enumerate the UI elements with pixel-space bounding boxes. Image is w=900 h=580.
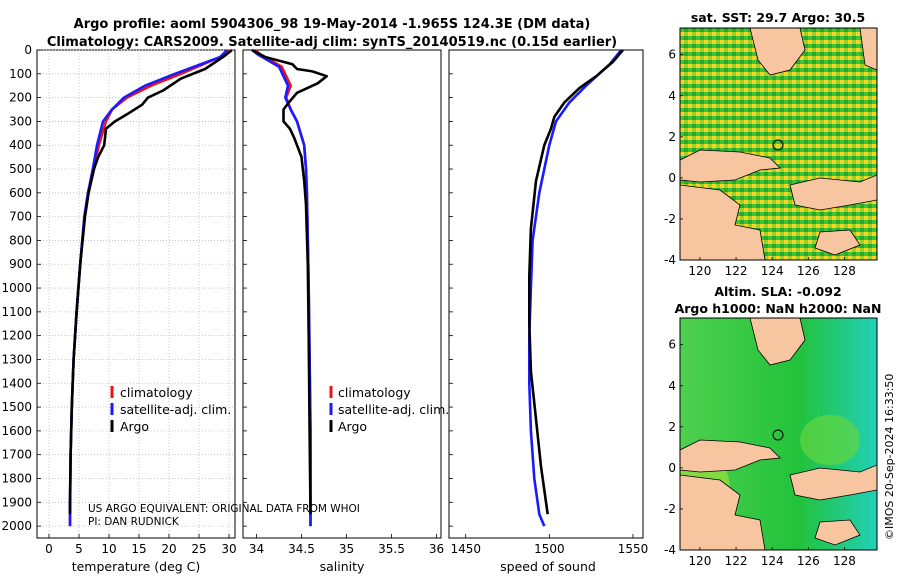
temperature-x-tick-label: 30: [221, 542, 236, 556]
depth-tick-label: 1300: [1, 352, 32, 366]
sst-land: [680, 28, 877, 260]
legend-label-argo: Argo: [120, 419, 149, 434]
title-line-1: Argo profile: aoml 5904306_98 19-May-201…: [74, 17, 591, 32]
temperature-grid: [37, 49, 235, 538]
depth-tick-label: 1000: [1, 281, 32, 295]
title-line-2: Climatology: CARS2009. Satellite-adj cli…: [47, 35, 617, 50]
depth-tick-label: 1100: [1, 305, 32, 319]
map-lon-tick-label: 126: [797, 554, 820, 568]
map-lat-tick-label: -4: [664, 543, 676, 557]
salinity-x-tick-label: 34.5: [288, 542, 315, 556]
sst-map-title: sat. SST: 29.7 Argo: 30.5: [691, 10, 865, 25]
temperature-x-tick-label: 20: [161, 542, 176, 556]
depth-tick-label: 1600: [1, 424, 32, 438]
sla-argo-marker: [772, 429, 784, 441]
legend-label-satellite: satellite-adj. clim.: [120, 402, 231, 417]
profile-lines: [68, 48, 624, 527]
map-lon-tick-label: 122: [725, 264, 748, 278]
salinity-legend: climatology satellite-adj. clim. Argo: [329, 385, 449, 434]
map-lon-tick-label: 122: [725, 554, 748, 568]
map-lat-tick-label: -4: [664, 253, 676, 267]
map-lat-tick-label: -2: [664, 502, 676, 516]
map-lat-tick-label: -2: [664, 212, 676, 226]
depth-tick-label: 2000: [1, 519, 32, 533]
depth-tick-label: 900: [9, 257, 32, 271]
legend-label-argo: Argo: [338, 419, 367, 434]
map-lat-tick-label: 0: [668, 461, 676, 475]
depth-tick-label: 1400: [1, 376, 32, 390]
depth-tick-label: 500: [9, 162, 32, 176]
x-tick-labels: 0 5 10 15 20 25 30 34 34.5 35 35.5 36 1450 1500 1550: [37, 49, 649, 556]
map-lon-tick-label: 126: [797, 264, 820, 278]
temperature-x-tick-label: 10: [101, 542, 116, 556]
sst-argo-marker: [772, 139, 784, 151]
depth-tick-label: 1200: [1, 329, 32, 343]
sla-map: [680, 318, 877, 550]
temperature-x-tick-label: 15: [131, 542, 146, 556]
sound-speed-series-argo: [527, 49, 624, 515]
sound-speed-x-tick-label: 1550: [618, 542, 649, 556]
watermark-text: ©IMOS 20-Sep-2024 16:33:50: [883, 374, 896, 540]
map-lat-tick-label: 6: [668, 338, 676, 352]
map-lat-tick-label: 4: [668, 89, 676, 103]
map-lon-tick-label: 128: [833, 554, 856, 568]
depth-tick-label: 600: [9, 186, 32, 200]
map-lat-tick-label: 0: [668, 171, 676, 185]
depth-tick-label: 200: [9, 91, 32, 105]
map-lon-tick-label: 128: [833, 264, 856, 278]
salinity-x-tick-label: 36: [429, 542, 444, 556]
depth-tick-label: 1500: [1, 400, 32, 414]
sla-map-ticks: 120 122 124 126 128 6 4 2 0 -2 -4: [664, 338, 856, 568]
depth-tick-label: 800: [9, 233, 32, 247]
temperature-x-tick-label: 0: [45, 542, 53, 556]
map-lon-tick-label: 124: [761, 264, 784, 278]
sla-map-title-line-2: Argo h1000: NaN h2000: NaN: [675, 301, 882, 316]
map-lat-tick-label: 2: [668, 130, 676, 144]
sla-land: [680, 318, 877, 550]
depth-tick-label: 100: [9, 67, 32, 81]
map-lat-tick-label: 4: [668, 379, 676, 393]
map-lon-tick-label: 120: [688, 264, 711, 278]
temperature-xlabel: temperature (deg C): [72, 559, 201, 574]
salinity-axes: [242, 49, 442, 539]
legend-label-climatology: climatology: [338, 385, 411, 400]
pi-text-line-2: PI: DAN RUDNICK: [88, 516, 180, 528]
sst-map-ticks: 120 122 124 126 128 6 4 2 0 -2 -4: [664, 48, 856, 278]
salinity-xlabel: salinity: [320, 559, 365, 574]
sound-speed-series-satellite-adj-clim-: [527, 49, 623, 527]
salinity-series-argo: [251, 48, 329, 515]
sla-map-title-line-1: Altim. SLA: -0.092: [714, 284, 841, 299]
salinity-x-tick-label: 35: [339, 542, 354, 556]
sst-map: [680, 28, 877, 260]
sst-map-frame: [679, 27, 878, 261]
depth-tick-label: 1800: [1, 471, 32, 485]
temperature-x-tick-label: 25: [191, 542, 206, 556]
depth-tick-label: 1700: [1, 448, 32, 462]
map-lat-tick-label: 2: [668, 420, 676, 434]
depth-tick-label: 400: [9, 138, 32, 152]
legend-label-satellite: satellite-adj. clim.: [338, 402, 449, 417]
depth-tick-label: 700: [9, 210, 32, 224]
sound-speed-axes: [448, 49, 644, 539]
sound-speed-x-tick-label: 1450: [450, 542, 481, 556]
sound-speed-x-tick-label: 1500: [534, 542, 565, 556]
depth-tick-labels: 0 100 200 300 400 500 600 700 800 900 1000 1100 1200…: [1, 43, 32, 533]
sla-map-frame: [679, 317, 878, 551]
temperature-series-argo: [68, 48, 233, 515]
temperature-legend: climatology satellite-adj. clim. Argo: [110, 385, 231, 434]
depth-tick-label: 300: [9, 114, 32, 128]
map-lon-tick-label: 124: [761, 554, 784, 568]
temperature-axes: [36, 49, 236, 539]
salinity-x-tick-label: 34: [249, 542, 264, 556]
pi-text-line-1: US ARGO EQUIVALENT: ORIGINAL DATA FROM W…: [88, 503, 360, 515]
legend-label-climatology: climatology: [120, 385, 193, 400]
map-lat-tick-label: 6: [668, 48, 676, 62]
depth-tick-label: 0: [24, 43, 32, 57]
salinity-x-tick-label: 35.5: [378, 542, 405, 556]
sound-speed-xlabel: speed of sound: [500, 559, 596, 574]
temperature-x-tick-label: 5: [75, 542, 83, 556]
map-lon-tick-label: 120: [688, 554, 711, 568]
depth-tick-label: 1900: [1, 495, 32, 509]
